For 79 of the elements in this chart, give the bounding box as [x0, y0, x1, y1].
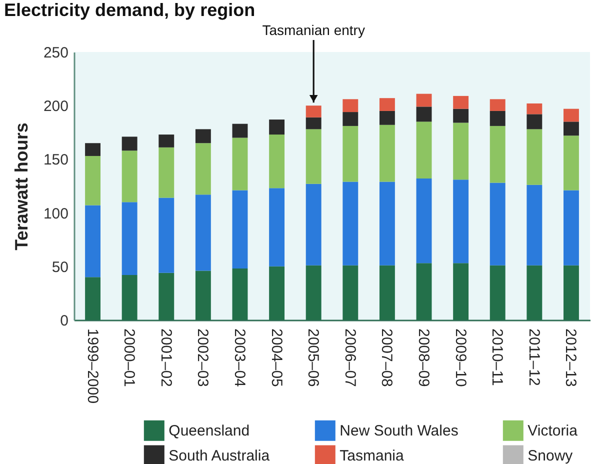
- y-tick-label: 150: [43, 152, 68, 169]
- y-tick-label: 50: [52, 258, 68, 276]
- legend-label: Snowy: [528, 448, 574, 464]
- bar: [379, 110, 395, 125]
- bar: [306, 129, 322, 184]
- y-tick-label: 0: [60, 312, 68, 330]
- x-tick-label: 2008–09: [415, 328, 432, 387]
- bar: [122, 202, 138, 275]
- x-tick-label: 2002–03: [194, 328, 212, 387]
- y-tick-label: 200: [43, 98, 68, 116]
- x-tick-label: 2012–13: [562, 328, 580, 387]
- bar: [158, 147, 174, 198]
- bar: [195, 194, 211, 271]
- x-tick-label: 2000–01: [120, 328, 138, 387]
- bar: [269, 134, 285, 188]
- bar: [526, 129, 542, 185]
- bar: [158, 198, 174, 273]
- bar: [490, 126, 506, 183]
- bar: [306, 184, 322, 266]
- x-tick-label: 2006–07: [341, 328, 358, 387]
- x-tick-label: 1999–2000: [84, 328, 101, 404]
- bar: [122, 150, 138, 202]
- legend-label: Tasmania: [340, 448, 405, 464]
- x-tick-label: 2003–04: [230, 328, 248, 387]
- x-tick-label: 2011–12: [525, 328, 542, 386]
- bar: [122, 136, 138, 151]
- x-tick-label: 2009–10: [452, 328, 469, 387]
- bar: [453, 122, 469, 180]
- x-tick-label: 2010–11: [488, 328, 506, 386]
- bar: [342, 182, 358, 266]
- bar: [85, 205, 100, 278]
- y-tick-label: 250: [43, 44, 68, 62]
- bar: [490, 110, 506, 126]
- x-tick-label: 2001–02: [157, 328, 174, 387]
- x-tick-label: 2007–08: [378, 328, 396, 387]
- bar: [526, 114, 542, 130]
- bar: [232, 138, 248, 190]
- x-tick-label: 2004–05: [268, 328, 285, 387]
- annotation: Tasmanian entry: [262, 22, 365, 38]
- bar: [564, 190, 579, 266]
- chart-title: Electricity demand, by region: [4, 0, 256, 20]
- bar: [453, 180, 469, 264]
- bar: [564, 122, 579, 136]
- bar: [564, 136, 579, 190]
- bar: [379, 98, 395, 111]
- bar: [416, 122, 432, 178]
- bar: [342, 112, 358, 126]
- y-axis-title: Terawatt hours: [11, 122, 32, 250]
- bar: [416, 94, 432, 107]
- bar: [379, 182, 395, 266]
- bar: [232, 124, 248, 138]
- bar: [453, 108, 469, 123]
- bar: [269, 120, 285, 135]
- y-tick-label: 100: [43, 205, 68, 222]
- bar: [416, 178, 432, 264]
- bar: [306, 117, 322, 130]
- bar: [306, 106, 322, 118]
- bar: [564, 108, 579, 122]
- legend-label: Queensland: [168, 422, 250, 440]
- legend-label: New South Wales: [340, 422, 458, 440]
- bar: [490, 99, 506, 111]
- bar: [453, 96, 469, 109]
- bar: [490, 182, 506, 266]
- bar: [195, 143, 211, 195]
- bar: [269, 188, 285, 266]
- bar: [379, 124, 395, 182]
- bar: [526, 184, 542, 266]
- bar: [342, 99, 358, 112]
- bar: [195, 129, 211, 144]
- bar: [158, 134, 174, 148]
- bar: [232, 190, 248, 269]
- legend-label: Victoria: [528, 422, 578, 440]
- x-tick-label: 2005–06: [304, 328, 322, 387]
- bar: [85, 143, 100, 156]
- legend-label: South Australia: [168, 448, 270, 464]
- bar: [416, 106, 432, 122]
- bar: [342, 126, 358, 182]
- bar: [85, 156, 100, 206]
- bar: [526, 103, 542, 114]
